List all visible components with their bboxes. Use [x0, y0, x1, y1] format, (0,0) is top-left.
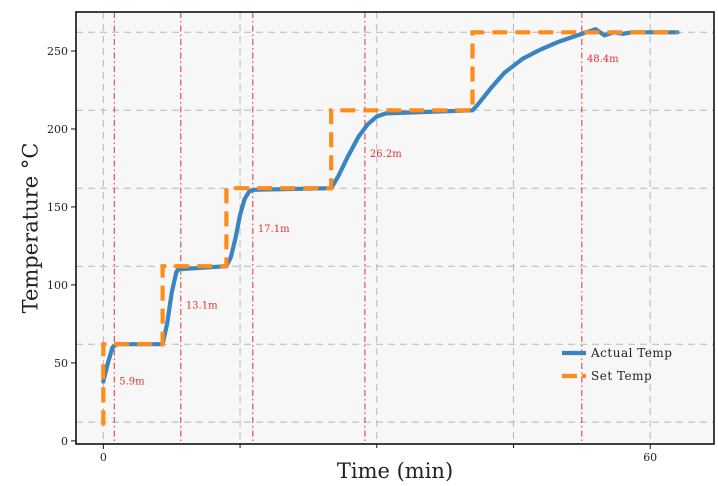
- event-label: 5.9m: [119, 377, 145, 388]
- y-axis-title: Temperature °C: [19, 143, 43, 314]
- y-tick-label: 50: [54, 357, 68, 370]
- event-label: 13.1m: [186, 300, 218, 311]
- set-temp-line: [101, 30, 678, 426]
- plot-background: [76, 12, 714, 444]
- event-label: 26.2m: [370, 149, 402, 160]
- y-tick-label: 150: [47, 201, 68, 214]
- grid-lines: [76, 12, 714, 444]
- legend-label-set: Set Temp: [591, 369, 652, 383]
- x-tick-label: 0: [100, 451, 107, 464]
- y-tick-label: 100: [47, 279, 68, 292]
- y-tick-label: 200: [47, 123, 68, 136]
- x-axis-title: Time (min): [337, 459, 453, 483]
- y-tick-label: 250: [47, 45, 68, 58]
- x-tick-label: 60: [643, 451, 657, 464]
- plot-frame: [75, 11, 715, 445]
- y-tick-label: 0: [61, 435, 68, 448]
- data-series: [101, 27, 680, 426]
- event-label: 17.1m: [258, 224, 290, 235]
- axis-ticks: 0 50 100 150 200 250 0 60: [47, 45, 657, 464]
- event-lines: 5.9m 13.1m 17.1m 26.2m 48.4m: [113, 12, 619, 444]
- legend: Actual Temp Set Temp: [562, 346, 672, 383]
- legend-label-actual: Actual Temp: [590, 346, 672, 360]
- event-label: 48.4m: [587, 54, 619, 65]
